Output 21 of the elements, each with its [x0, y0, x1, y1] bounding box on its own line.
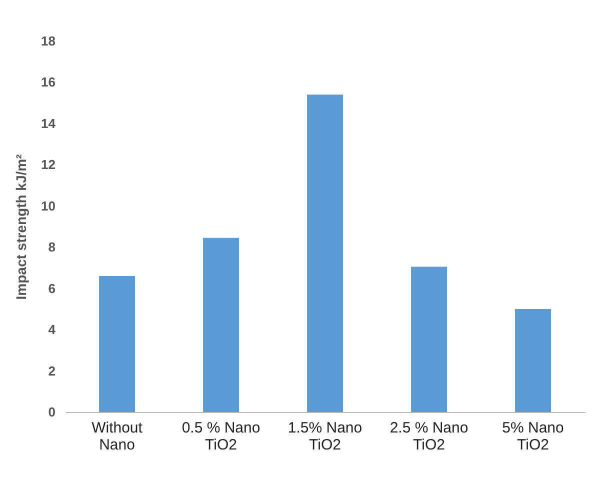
y-tick-label: 10: [41, 198, 56, 214]
x-tick-label: 1.5% Nano TiO2: [288, 420, 362, 454]
x-tick-label: 5% Nano TiO2: [502, 420, 564, 454]
y-tick-label: 2: [48, 363, 56, 378]
y-tick-label: 8: [48, 240, 56, 255]
y-tick-label: 16: [41, 74, 56, 90]
y-tick-label: 14: [41, 116, 56, 131]
bar: [203, 238, 239, 412]
bar: [515, 308, 551, 412]
bar: [99, 276, 135, 412]
y-axis-title: Impact strength kJ/m²: [13, 154, 30, 300]
y-tick-label: 0: [48, 404, 56, 420]
x-tick-label: Without Nano: [92, 420, 144, 454]
x-tick-label: 2.5 % Nano TiO2: [390, 420, 468, 454]
y-tick-label: 12: [41, 157, 56, 172]
y-tick-label: 4: [48, 322, 56, 338]
x-tick-label: 0.5 % Nano TiO2: [182, 420, 260, 454]
y-tick-label: 6: [48, 280, 56, 296]
bar: [307, 94, 343, 412]
bar: [411, 266, 447, 412]
y-tick-label: 18: [41, 34, 56, 48]
